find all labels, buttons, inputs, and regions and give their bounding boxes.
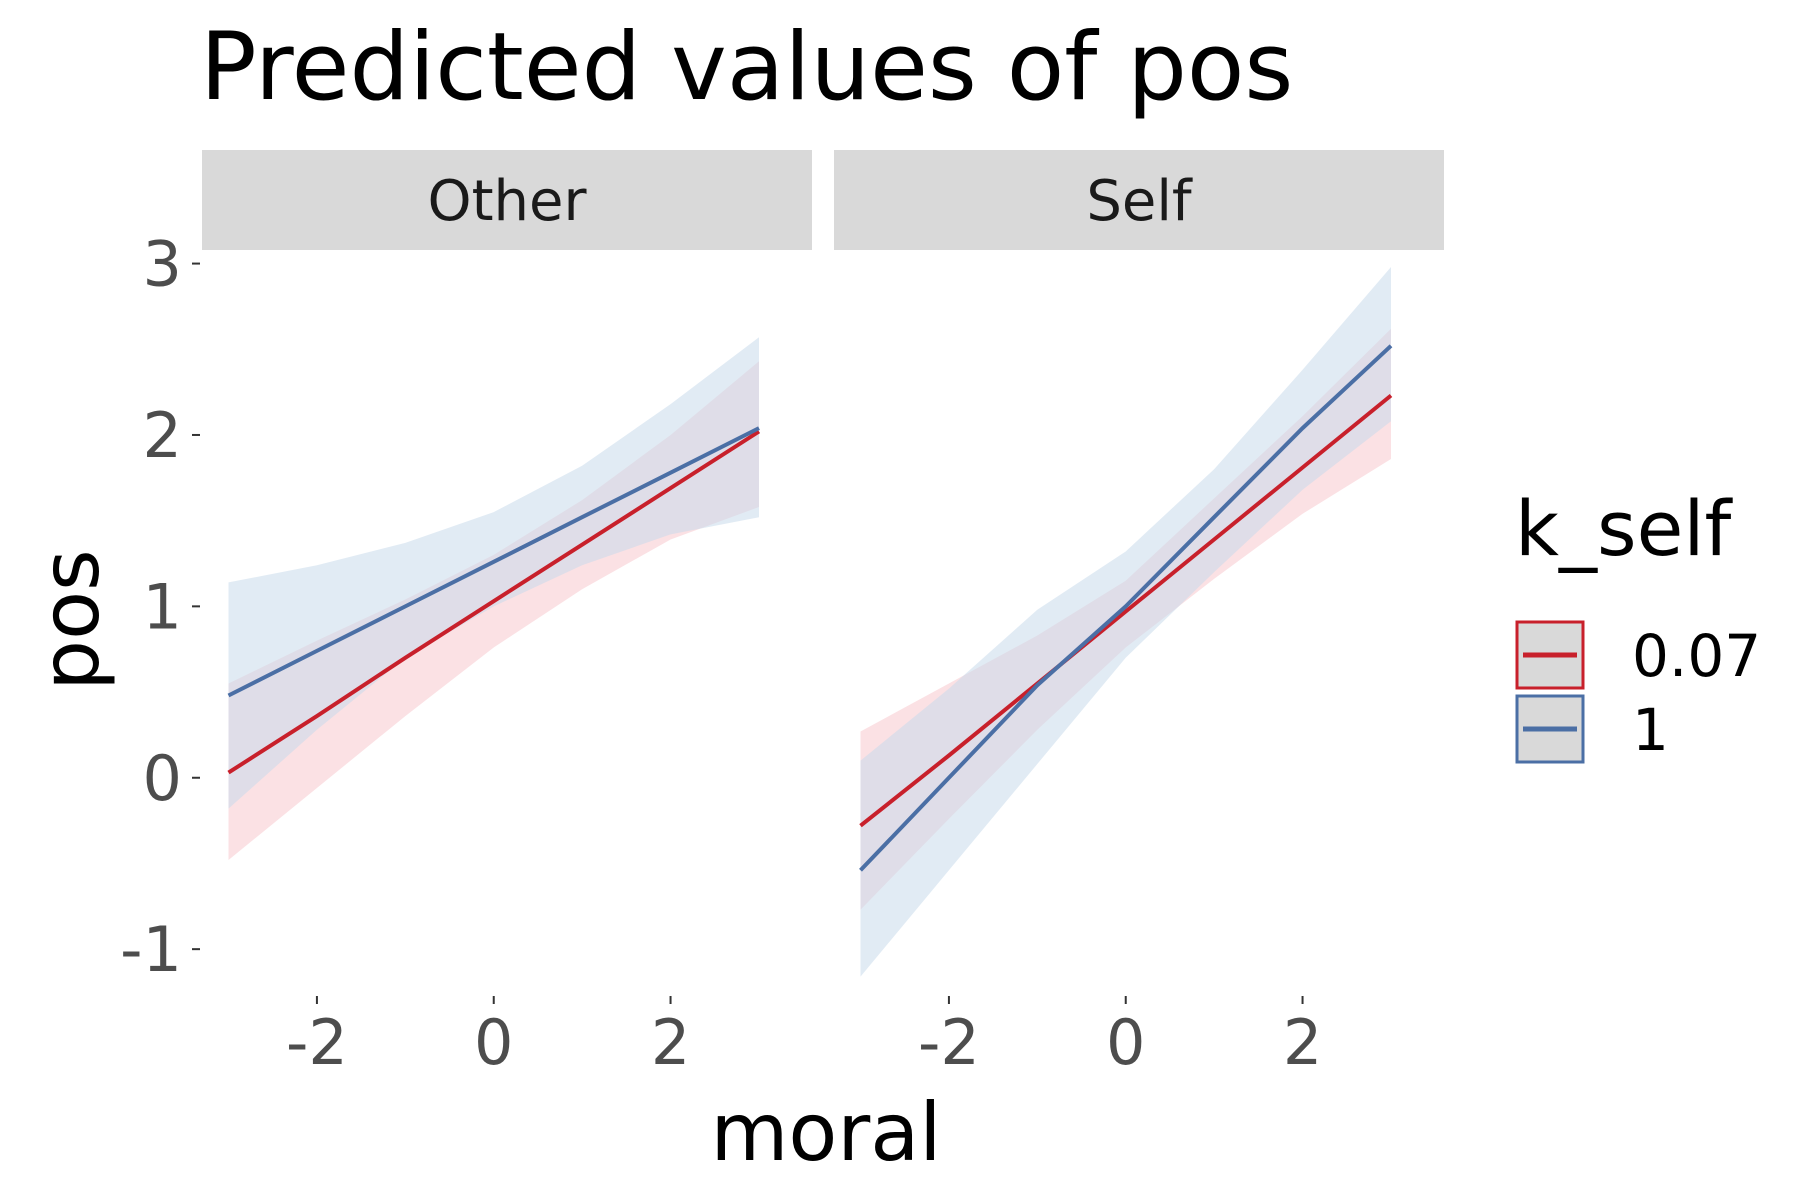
facet-strip-label: Self bbox=[1086, 169, 1193, 234]
y-tick-label: 3 bbox=[143, 228, 182, 301]
y-tick-label: -1 bbox=[120, 913, 182, 986]
legend-label: 0.07 bbox=[1632, 622, 1761, 690]
legend: k_self 0.071 bbox=[1515, 484, 1761, 764]
legend-item-0.07: 0.07 bbox=[1515, 620, 1761, 690]
x-tick-label: -2 bbox=[286, 1006, 348, 1079]
series-line-1 bbox=[227, 426, 760, 698]
confidence-band-1 bbox=[228, 337, 759, 809]
x-tick-label: 0 bbox=[474, 1006, 513, 1079]
y-tick-label: 0 bbox=[143, 742, 182, 815]
chart-title: Predicted values of pos bbox=[200, 13, 1293, 122]
legend-label: 1 bbox=[1632, 696, 1669, 764]
facet-panels: Other -2 0 2 Self -2 0 2 bbox=[202, 150, 1444, 1079]
y-tick-label: 1 bbox=[143, 570, 182, 643]
x-tick-label: 2 bbox=[1283, 1006, 1322, 1079]
x-tick-label: 2 bbox=[651, 1006, 690, 1079]
y-tick-label: 2 bbox=[143, 399, 182, 472]
facet-strip bbox=[202, 150, 812, 250]
x-axis-title: moral bbox=[710, 1086, 941, 1179]
y-axis-title: pos bbox=[24, 549, 117, 690]
legend-title: k_self bbox=[1515, 484, 1733, 573]
series-line-1 bbox=[859, 344, 1393, 872]
series-line-0.07 bbox=[859, 393, 1393, 828]
series-line-0.07 bbox=[227, 429, 761, 775]
facet-strip bbox=[834, 150, 1444, 250]
facet-strip-label: Other bbox=[427, 169, 587, 234]
panel-self: Self -2 0 2 bbox=[834, 150, 1444, 1079]
x-tick-label: 0 bbox=[1106, 1006, 1145, 1079]
y-axis: -1 0 1 2 3 bbox=[120, 228, 200, 986]
x-tick-label: -2 bbox=[918, 1006, 980, 1079]
legend-item-1: 1 bbox=[1515, 694, 1669, 764]
confidence-band-1 bbox=[860, 267, 1391, 977]
panel-other: Other -2 0 2 bbox=[202, 150, 812, 1079]
